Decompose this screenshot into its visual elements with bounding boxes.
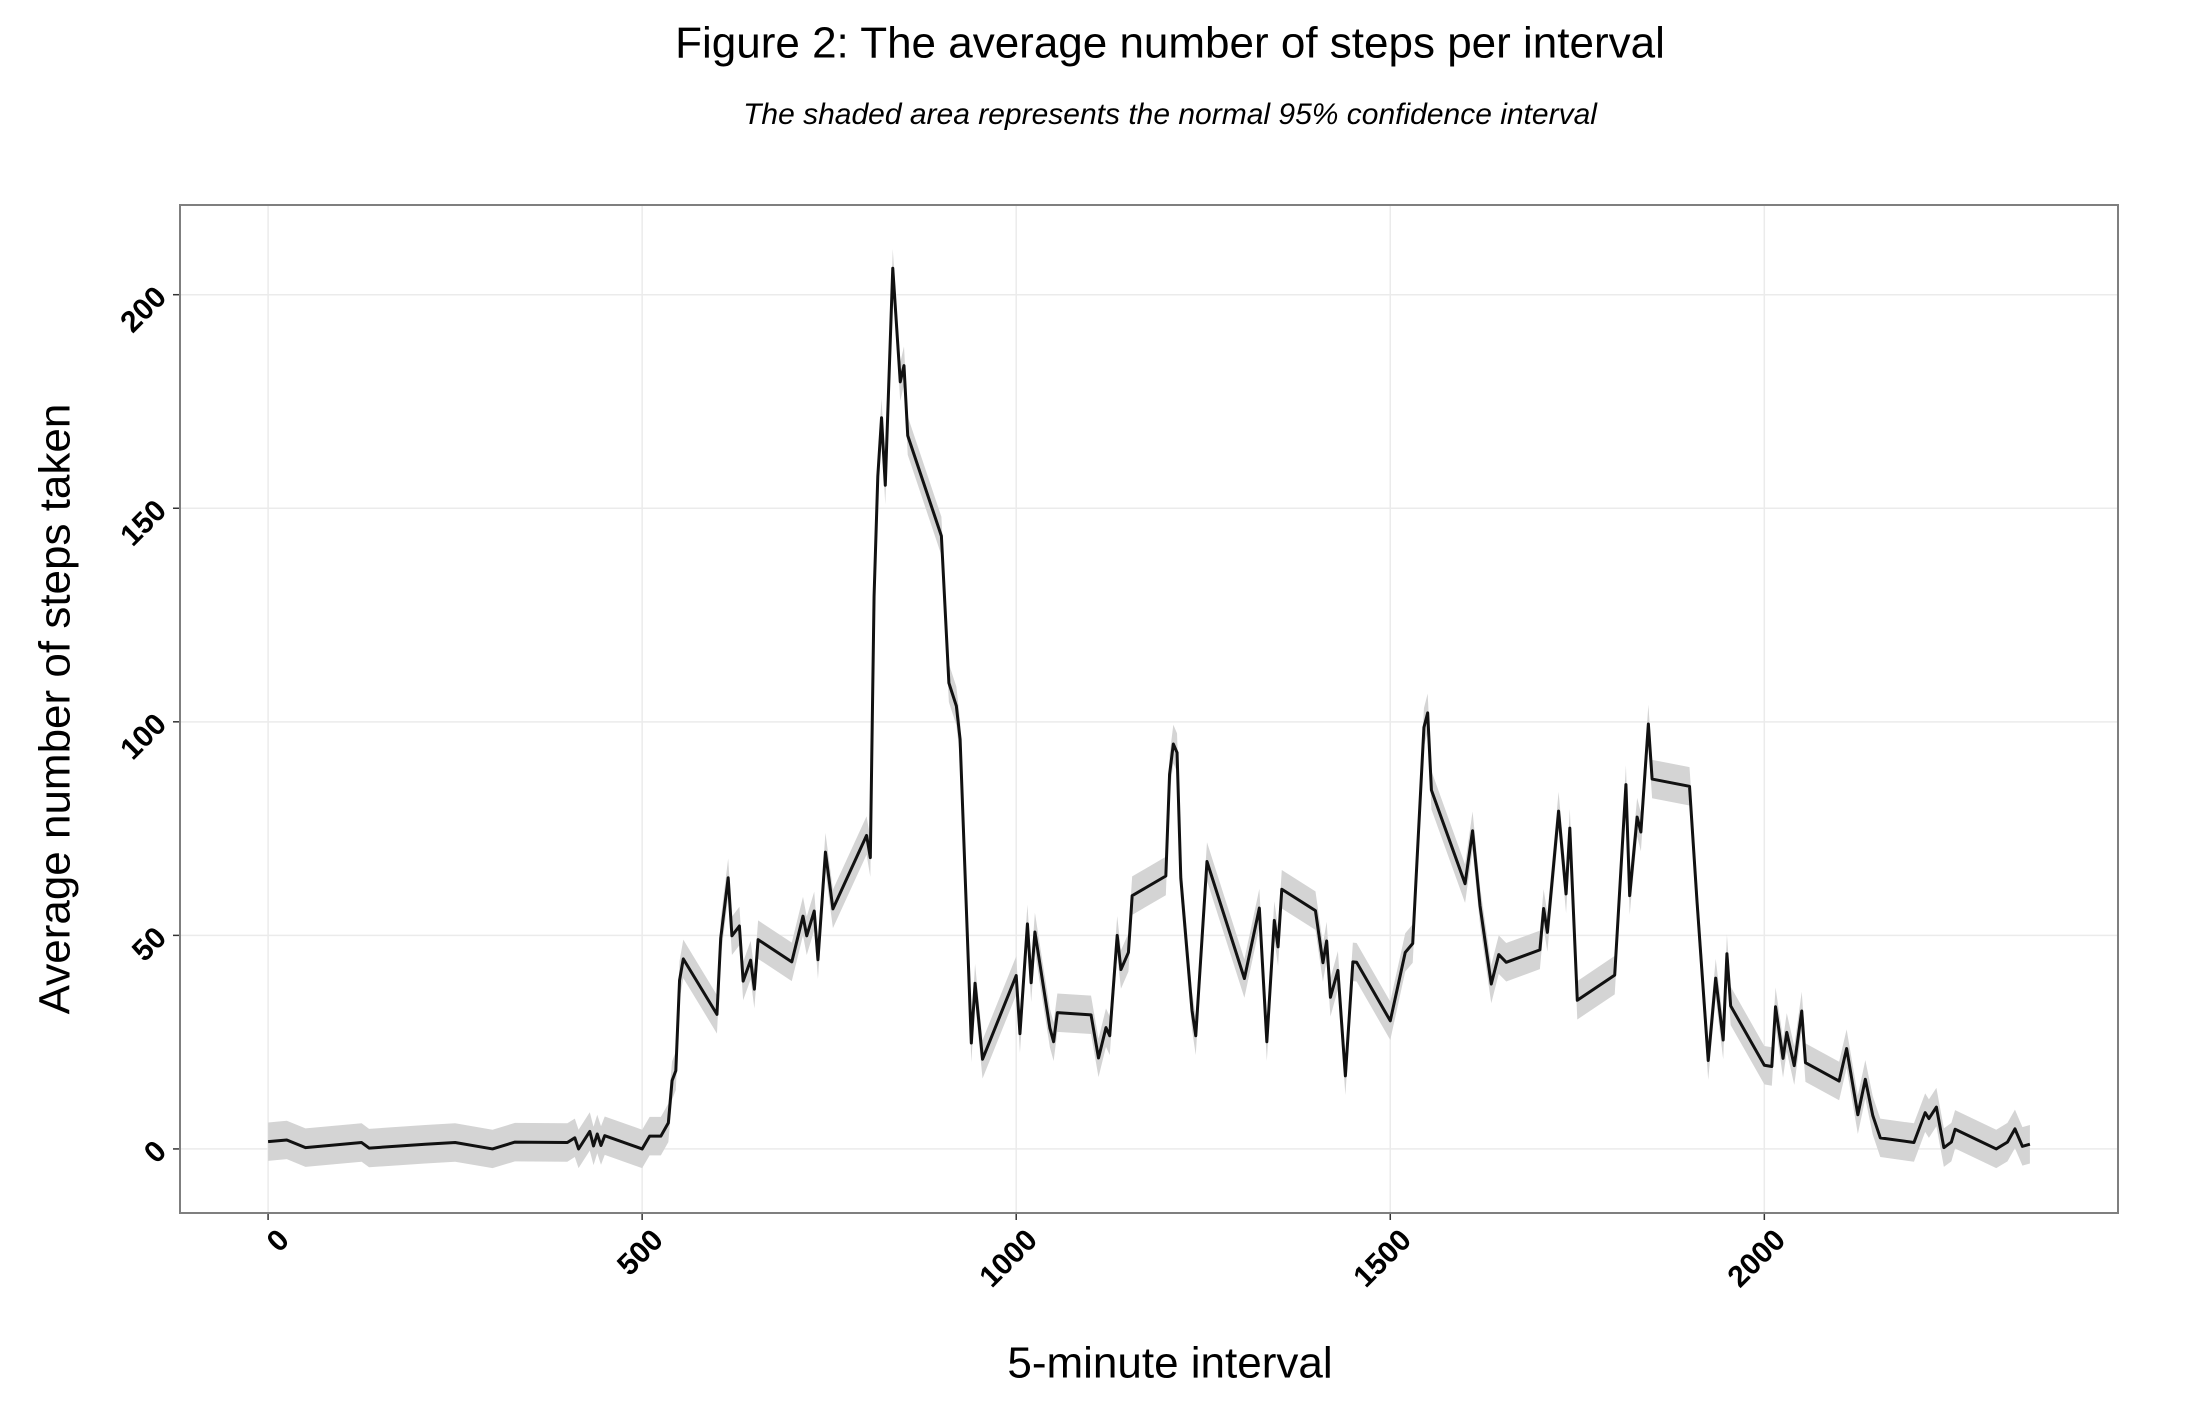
- confidence-band: [268, 248, 2030, 1169]
- chart-subtitle: The shaded area represents the normal 95…: [743, 98, 1598, 131]
- chart-title: Figure 2: The average number of steps pe…: [675, 19, 1665, 68]
- plot-border: [179, 204, 2119, 1214]
- x-axis-label: 5-minute interval: [1007, 1339, 1332, 1388]
- y-axis-label: Average number of steps taken: [31, 404, 80, 1015]
- line: [267, 266, 2031, 1151]
